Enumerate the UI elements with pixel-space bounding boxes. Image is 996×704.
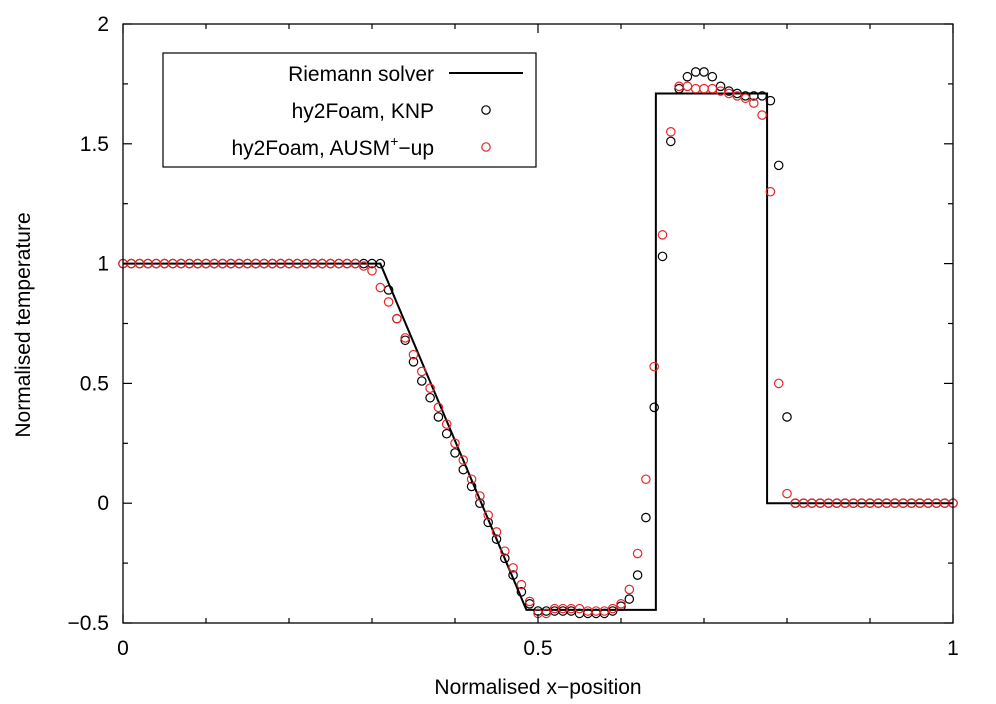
ausm-point: [632, 548, 643, 559]
axes: 0 0.5 1 −0.5 0 0.5 1 1.5 2: [68, 13, 959, 660]
y-tick-label: 0: [97, 492, 109, 515]
knp-point: [641, 512, 651, 523]
ausm-point: [392, 313, 402, 324]
ausm-point: [773, 378, 784, 389]
knp-point: [458, 464, 469, 475]
knp-point: [782, 412, 792, 422]
knp-point: [524, 599, 535, 609]
knp-point: [508, 570, 518, 580]
x-tick-label: 0: [117, 637, 129, 660]
knp-point: [682, 71, 693, 82]
ausm-point: [433, 402, 444, 413]
ausm-point: [665, 127, 676, 137]
knp-point: [450, 448, 460, 458]
legend-label-ausm: hy2Foam, AUSM+−up: [231, 133, 434, 160]
ausm-point: [367, 265, 377, 276]
knp-point: [765, 95, 776, 106]
knp-point: [375, 258, 386, 269]
knp-point: [483, 517, 493, 528]
ausm-point: [408, 349, 419, 360]
knp-point: [649, 402, 659, 413]
knp-point: [757, 91, 767, 101]
y-tick-label: 0.5: [80, 372, 109, 395]
ausm-point: [508, 563, 518, 573]
ausm-point: [375, 282, 386, 293]
knp-point: [699, 67, 709, 77]
y-tick-label: −0.5: [68, 612, 109, 635]
ausm-point: [466, 474, 477, 485]
ausm-point: [624, 584, 635, 595]
x-axis-label: Normalised x−position: [434, 676, 641, 699]
knp-point: [516, 587, 527, 597]
knp-point: [400, 335, 410, 346]
knp-point: [425, 392, 435, 403]
ausm-point: [541, 608, 552, 619]
series-2-markers: [118, 81, 958, 619]
legend: Riemann solver hy2Foam, KNP hy2Foam, AUS…: [162, 52, 537, 168]
legend-label-ausm-sup: +: [390, 133, 398, 149]
ausm-point: [425, 383, 435, 393]
y-axis-label: Normalised temperature: [12, 212, 35, 437]
ausm-point: [607, 603, 618, 614]
knp-point: [773, 160, 784, 171]
knp-point: [707, 71, 718, 82]
ausm-point: [483, 510, 493, 520]
legend-label-knp: hy2Foam, KNP: [292, 100, 434, 123]
ausm-point: [740, 93, 751, 104]
ausm-point: [450, 438, 460, 449]
ausm-point: [491, 527, 502, 537]
ausm-point: [765, 186, 776, 197]
ausm-point: [657, 230, 668, 240]
ausm-point: [748, 98, 759, 108]
knp-point: [408, 357, 419, 367]
ausm-point: [441, 419, 452, 429]
legend-marker-knp: [481, 105, 491, 115]
knp-point: [433, 412, 444, 422]
knp-point: [624, 594, 635, 604]
knp-point: [499, 553, 510, 564]
legend-label-riemann: Riemann solver: [288, 63, 434, 86]
ausm-point: [383, 297, 394, 307]
knp-point: [416, 376, 427, 386]
knp-point: [657, 251, 668, 262]
ausm-point: [416, 366, 427, 377]
y-tick-label: 1.5: [80, 133, 109, 156]
ausm-point: [782, 488, 792, 499]
knp-point: [441, 428, 452, 439]
ausm-point: [499, 546, 510, 556]
x-tick-label: 0.5: [523, 637, 552, 660]
ausm-point: [649, 361, 659, 372]
riemann-solver-line: [123, 92, 953, 611]
ausm-point: [524, 596, 535, 607]
ausm-point: [757, 110, 767, 120]
knp-point: [632, 570, 643, 580]
ausm-point: [616, 599, 626, 609]
knp-point: [665, 136, 676, 147]
knp-point: [491, 534, 502, 544]
ausm-point: [458, 455, 469, 465]
plot-marks: [118, 67, 958, 619]
legend-label-ausm-base: hy2Foam, AUSM: [231, 137, 390, 160]
ausm-point: [475, 491, 485, 501]
ausm-point: [641, 474, 651, 485]
knp-point: [466, 481, 477, 492]
knp-point: [475, 498, 485, 508]
ausm-point: [400, 333, 410, 343]
ausm-point: [358, 261, 369, 271]
x-tick-label: 1: [947, 637, 959, 660]
ausm-point: [516, 579, 527, 590]
y-tick-label: 1: [97, 253, 109, 276]
y-tick-label: 2: [97, 13, 109, 36]
legend-label-ausm-suffix: −up: [398, 137, 434, 160]
legend-marker-ausm: [481, 142, 491, 152]
